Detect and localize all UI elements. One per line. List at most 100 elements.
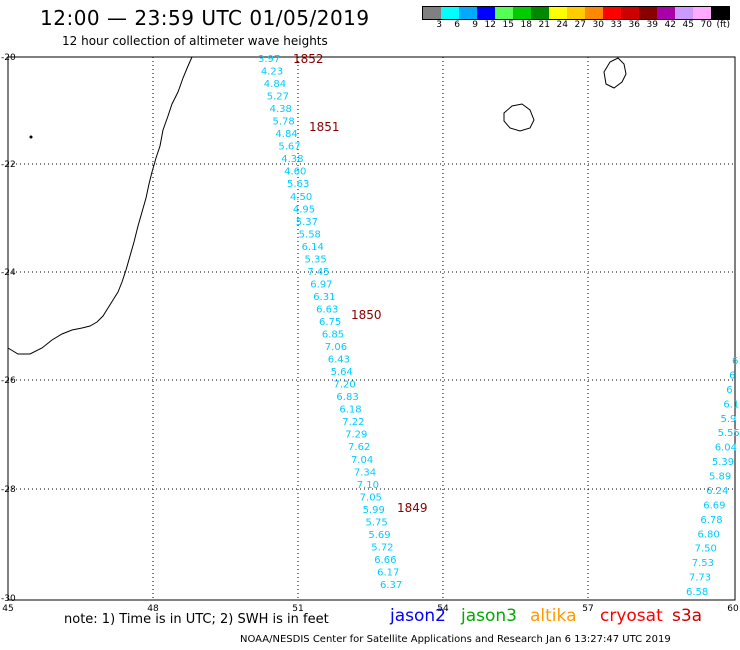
- wave-height-value: 6.66: [374, 555, 396, 566]
- satellite-label-cryosat: cryosat: [600, 606, 663, 626]
- satellite-label-jason3: jason3: [461, 606, 517, 626]
- map-frame: [7, 56, 736, 601]
- wave-height-value: 5.67: [278, 142, 300, 153]
- legend-swatch: [639, 7, 657, 19]
- legend-label: 70: [700, 20, 712, 30]
- legend-label: 36: [628, 20, 640, 30]
- legend-label: 15: [502, 20, 514, 30]
- note-text: note: 1) Time is in UTC; 2) SWH is in fe…: [64, 612, 329, 627]
- wave-height-value: 4.84: [275, 129, 297, 140]
- legend-label: 12: [484, 20, 496, 30]
- wave-height-value: 5.37: [296, 217, 318, 228]
- legend-label: 30: [592, 20, 604, 30]
- wave-height-value: 7.04: [351, 455, 373, 466]
- pass-time-label: 1850: [351, 308, 382, 322]
- wave-height-value: 7.50: [695, 544, 717, 555]
- main-track-values: 3.974.234.845.274.385.784.845.674.384.60…: [258, 54, 402, 591]
- latitude-tick: -26: [1, 376, 16, 386]
- longitude-tick: 54: [437, 604, 449, 614]
- longitude-tick: 57: [582, 604, 593, 614]
- reunion-island: [503, 103, 535, 132]
- legend-swatch: [567, 7, 585, 19]
- wave-height-value: 5.39: [712, 457, 734, 468]
- pass-time-label: 1852: [293, 52, 324, 66]
- wave-height-value: 6.85: [322, 330, 344, 341]
- latitude-tick: -20: [1, 53, 16, 63]
- latitude-tick: -30: [1, 594, 16, 604]
- legend-swatch: [693, 7, 711, 19]
- wave-height-value: 5.72: [371, 542, 393, 553]
- legend-label: 42: [664, 20, 676, 30]
- wave-height-value: 6: [726, 385, 732, 396]
- legend-swatch: [549, 7, 567, 19]
- legend-swatch: [477, 7, 495, 19]
- wave-height-value: 6.37: [380, 580, 402, 591]
- legend-label: 45: [682, 20, 694, 30]
- wave-height-value: 7.29: [345, 430, 367, 441]
- legend-swatch: [531, 7, 549, 19]
- latitude-labels: -20 -22 -24 -26 -28 -30: [1, 53, 16, 604]
- legend-swatch: [675, 7, 693, 19]
- islet-marker: [29, 135, 33, 139]
- legend-label: 24: [556, 20, 568, 30]
- wave-height-value: 7.73: [689, 573, 711, 584]
- legend-label: 27: [574, 20, 586, 30]
- longitude-tick: 48: [147, 604, 159, 614]
- wave-height-value: 4.60: [284, 167, 306, 178]
- wave-height-value: 5.35: [304, 254, 326, 265]
- satellite-label-s3a: s3a: [672, 606, 703, 626]
- legend-swatch: [513, 7, 531, 19]
- wave-height-value: 6.78: [700, 515, 722, 526]
- map-subtitle: 12 hour collection of altimeter wave hei…: [62, 34, 328, 48]
- wave-height-value: 6.75: [319, 317, 341, 328]
- wave-height-value: 5.9: [721, 414, 737, 425]
- wave-height-value: 5.69: [368, 530, 390, 541]
- wave-height-value: 6.69: [703, 500, 725, 511]
- color-scale-legend: [422, 6, 730, 20]
- wave-height-value: 6.1: [723, 399, 739, 410]
- map-title: 12:00 — 23:59 UTC 01/05/2019: [40, 6, 370, 30]
- wave-height-value: 7.20: [334, 380, 356, 391]
- wave-height-value: 7.22: [342, 417, 364, 428]
- wave-height-value: 5.55: [718, 428, 740, 439]
- credit-line: NOAA/NESDIS Center for Satellite Applica…: [240, 634, 671, 645]
- wave-height-value: 6: [729, 370, 735, 381]
- wave-height-value: 4.50: [290, 192, 312, 203]
- legend-swatch: [621, 7, 639, 19]
- legend-swatch: [657, 7, 675, 19]
- wave-height-value: 6.97: [310, 279, 332, 290]
- east-track-values: 6 6 6 6.1 5.9 5.55 6.04 5.39 5.89 6.24 6.69 6.78 6.8…: [686, 356, 740, 598]
- latitude-tick: -28: [1, 485, 16, 495]
- wave-height-value: 7.53: [692, 558, 714, 569]
- legend-swatch: [459, 7, 477, 19]
- wave-height-value: 6.80: [698, 529, 720, 540]
- legend-swatch: [585, 7, 603, 19]
- wave-height-value: 5.27: [267, 92, 289, 103]
- legend-swatch: [495, 7, 513, 19]
- wave-height-value: 5.64: [331, 367, 353, 378]
- legend-swatch: [603, 7, 621, 19]
- wave-height-value: 7.34: [354, 467, 376, 478]
- wave-height-value: 6.04: [715, 443, 737, 454]
- wave-height-value: 4.95: [293, 204, 315, 215]
- satellite-label-jason2: jason2: [390, 606, 446, 626]
- wave-height-value: 6.14: [302, 242, 324, 253]
- wave-height-value: 7.06: [325, 342, 347, 353]
- wave-height-value: 6.24: [706, 486, 728, 497]
- wave-height-value: 6.83: [336, 392, 358, 403]
- madagascar-coastline: [7, 56, 193, 355]
- legend-label: (ft): [716, 20, 730, 30]
- legend-label: 21: [538, 20, 550, 30]
- legend-swatch: [441, 7, 459, 19]
- longitude-labels: 45 48 51 54 57 60: [2, 604, 739, 614]
- wave-height-value: 7.62: [348, 442, 370, 453]
- wave-height-value: 4.38: [281, 154, 303, 165]
- longitude-tick: 45: [2, 604, 13, 614]
- wave-height-value: 5.63: [287, 179, 309, 190]
- legend-swatch: [711, 7, 729, 19]
- wave-height-value: 7.45: [307, 267, 329, 278]
- legend-label: 18: [520, 20, 532, 30]
- wave-height-value: 5.75: [365, 517, 387, 528]
- longitude-tick: 60: [727, 604, 739, 614]
